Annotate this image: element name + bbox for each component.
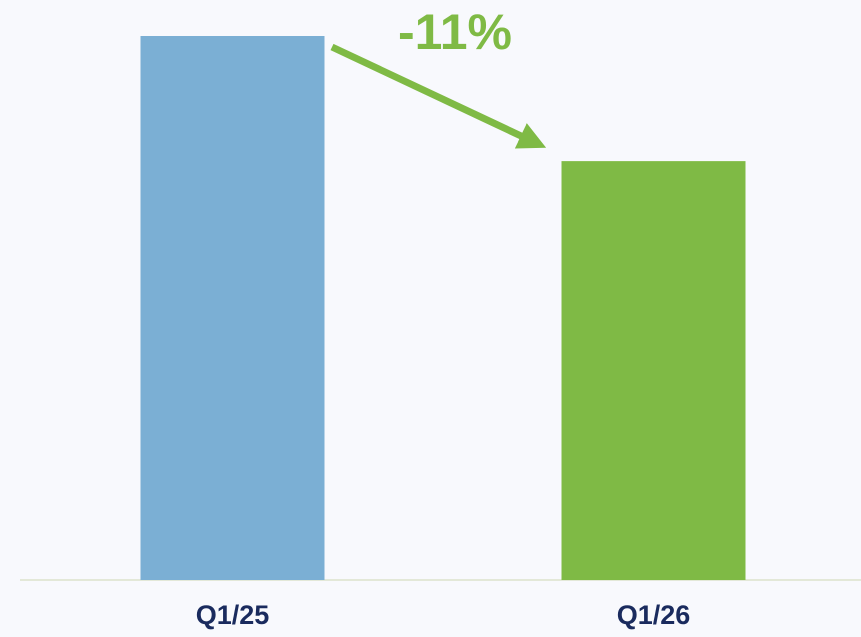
change-annotation: -11%	[398, 4, 512, 60]
bar	[140, 36, 325, 580]
change-arrow	[330, 43, 547, 149]
x-tick-label: Q1/25	[196, 600, 270, 630]
bar	[561, 161, 746, 580]
x-tick-label: Q1/26	[617, 600, 691, 630]
